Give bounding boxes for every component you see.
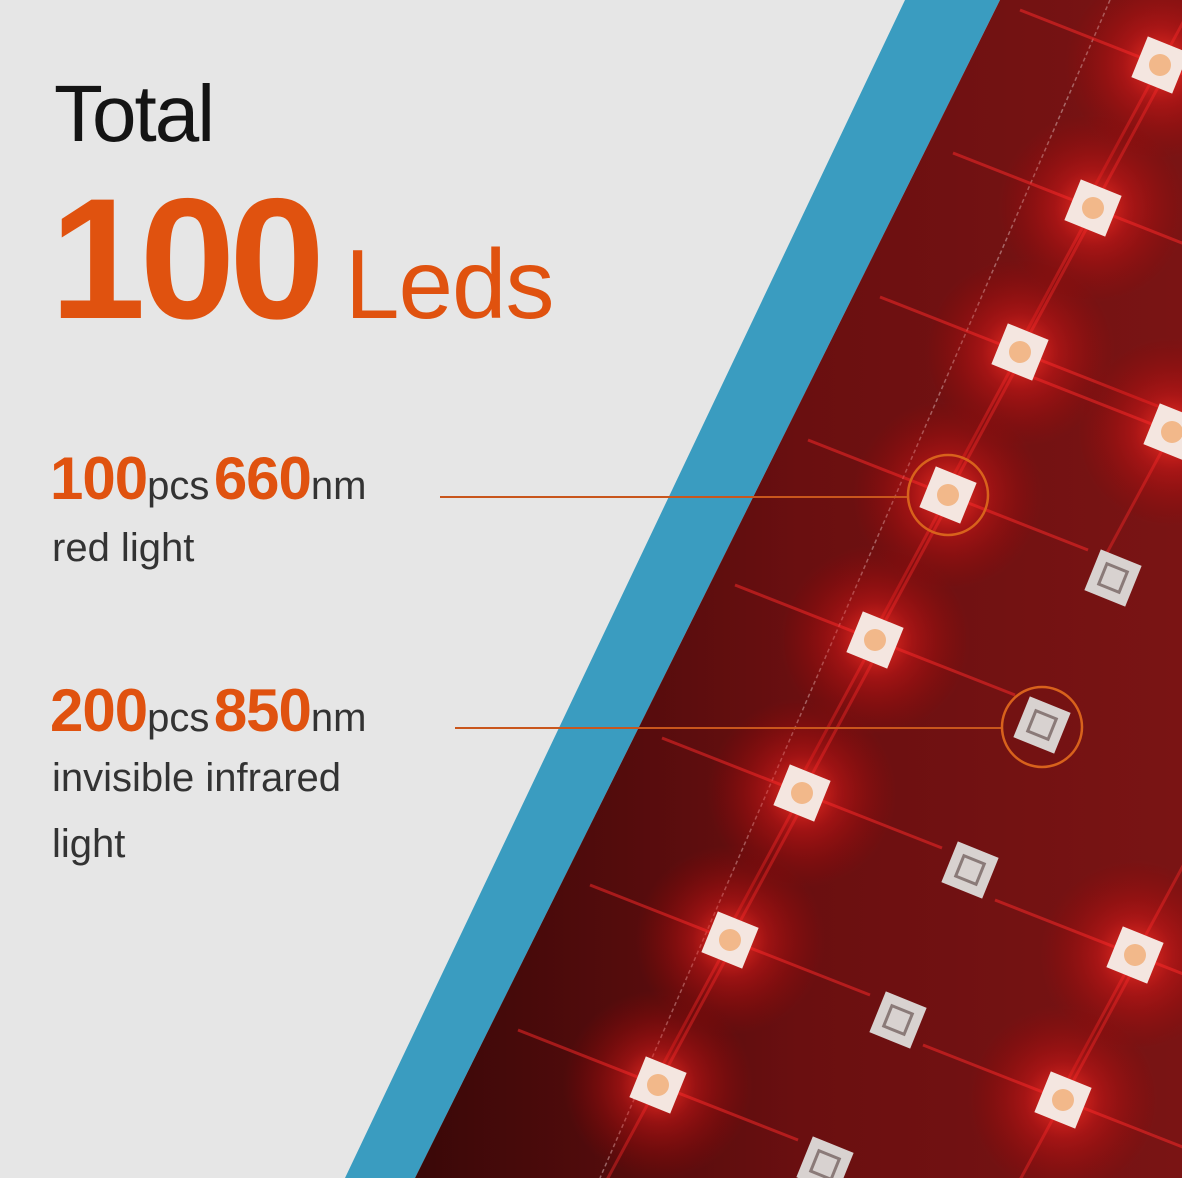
- led-unit: Leds: [344, 229, 555, 339]
- led-emitter: [1082, 197, 1104, 219]
- red-description: red light: [52, 526, 195, 570]
- edge-binding: [345, 0, 1000, 1178]
- ir-wavelength-unit: nm: [310, 696, 367, 740]
- red-qty-unit: pcs: [147, 464, 210, 508]
- led-chip: [808, 1148, 842, 1178]
- led-emitter: [1161, 421, 1182, 443]
- led-emitter: [1052, 1089, 1074, 1111]
- callout-circle-infrared: [1000, 685, 1084, 769]
- infrared-led: [1084, 549, 1142, 607]
- ir-qty-unit: pcs: [147, 696, 210, 740]
- led-chip: [953, 853, 987, 887]
- led-emitter: [937, 484, 959, 506]
- heading-led-count: 100 Leds: [50, 160, 554, 358]
- led-emitter: [864, 629, 886, 651]
- infrared-led: [1013, 696, 1071, 754]
- led-chip: [881, 1003, 915, 1037]
- ir-description-line2: light: [52, 822, 126, 866]
- red-wavelength-unit: nm: [310, 464, 367, 508]
- infrared-led: [869, 991, 927, 1049]
- led-emitter: [1009, 341, 1031, 363]
- led-emitter: [791, 782, 813, 804]
- spec-infrared: 200pcs 850nm: [50, 676, 367, 745]
- ir-qty: 200: [50, 677, 148, 744]
- infrared-led: [796, 1136, 854, 1178]
- red-wavelength: 660: [213, 445, 312, 512]
- led-emitter: [719, 929, 741, 951]
- led-emitter: [647, 1074, 669, 1096]
- red-qty: 100: [50, 445, 148, 512]
- led-emitter: [1124, 944, 1146, 966]
- spec-red: 100pcs 660nm: [50, 444, 367, 513]
- ir-description-line1: invisible infrared: [52, 756, 342, 800]
- infrared-led: [941, 841, 999, 899]
- ir-description: invisible infrared light: [52, 745, 341, 877]
- ir-wavelength: 850: [213, 677, 312, 744]
- led-chip: [1096, 561, 1130, 595]
- led-emitter: [1149, 54, 1171, 76]
- led-chip: [1025, 708, 1059, 742]
- callout-circle-red: [906, 453, 990, 537]
- led-count: 100: [50, 163, 325, 355]
- heading-total: Total: [54, 69, 215, 158]
